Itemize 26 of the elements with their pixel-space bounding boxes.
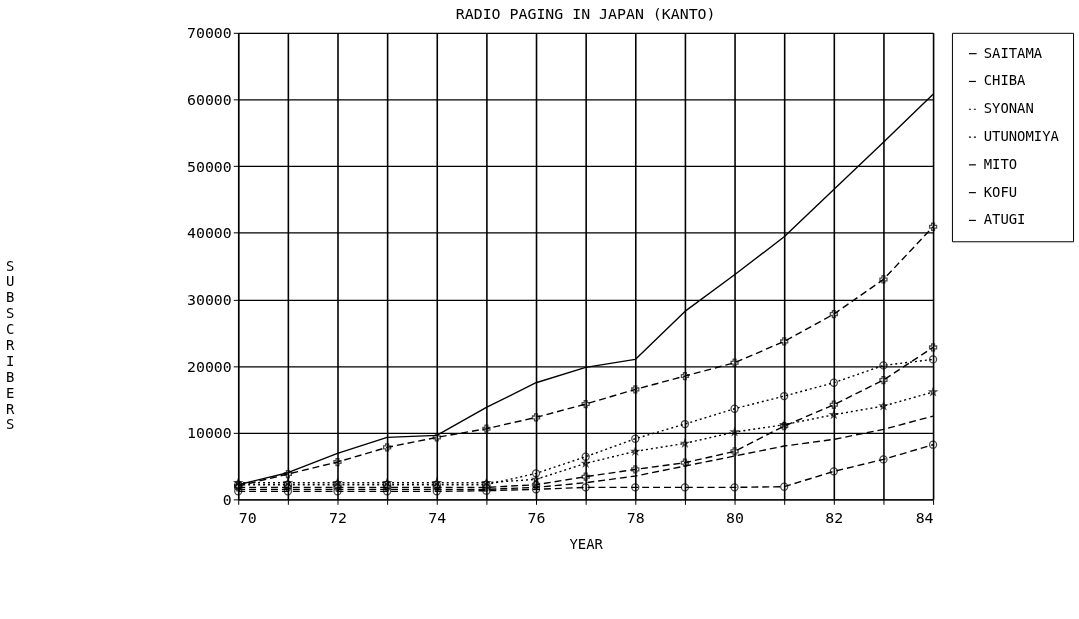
y-tick-label: 20000 bbox=[187, 357, 232, 376]
x-tick-label: 76 bbox=[527, 508, 546, 527]
legend-label: SYONAN bbox=[983, 100, 1034, 117]
text: SUBSCRIBERS bbox=[6, 257, 15, 433]
legend-label: CHIBA bbox=[983, 72, 1027, 89]
legend-label: SAITAMA bbox=[983, 44, 1043, 61]
chart-title: RADIO PAGING IN JAPAN (KANTO) bbox=[455, 4, 716, 23]
y-tick-label: 10000 bbox=[187, 424, 232, 443]
legend-label: UTUNOMIYA bbox=[983, 128, 1060, 145]
x-tick-label: 74 bbox=[428, 508, 447, 527]
y-tick-label: 60000 bbox=[187, 90, 232, 109]
y-tick-label: 50000 bbox=[187, 157, 232, 176]
y-tick-label: 70000 bbox=[187, 24, 232, 43]
x-tick-label: 72 bbox=[329, 508, 347, 527]
x-tick-label: 78 bbox=[626, 508, 645, 527]
y-tick-label: 0 bbox=[222, 490, 232, 509]
x-tick-label: 80 bbox=[726, 508, 745, 527]
x-tick-label: 70 bbox=[238, 508, 257, 527]
legend-label: KOFU bbox=[983, 183, 1018, 200]
legend-label: MITO bbox=[983, 155, 1018, 172]
x-tick-label: 84 bbox=[915, 508, 934, 527]
y-tick-label: 40000 bbox=[187, 224, 232, 243]
x-axis-title: YEAR bbox=[569, 535, 604, 552]
x-tick-label: 82 bbox=[825, 508, 844, 527]
legend-label: ATUGI bbox=[983, 211, 1026, 228]
y-tick-label: 30000 bbox=[187, 290, 232, 309]
